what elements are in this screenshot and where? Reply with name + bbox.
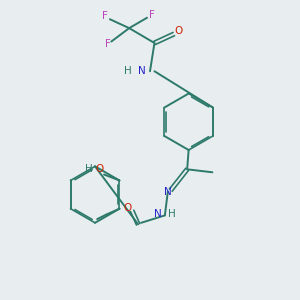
Text: N: N (138, 66, 146, 76)
Text: N: N (154, 209, 162, 219)
Text: O: O (174, 26, 182, 36)
Text: F: F (103, 11, 108, 21)
Text: H: H (124, 66, 132, 76)
Text: F: F (148, 10, 154, 20)
Text: H: H (85, 164, 93, 174)
Text: N: N (164, 187, 172, 196)
Text: H: H (167, 209, 175, 219)
Text: O: O (124, 203, 132, 213)
Text: F: F (106, 40, 111, 50)
Text: O: O (95, 164, 104, 174)
